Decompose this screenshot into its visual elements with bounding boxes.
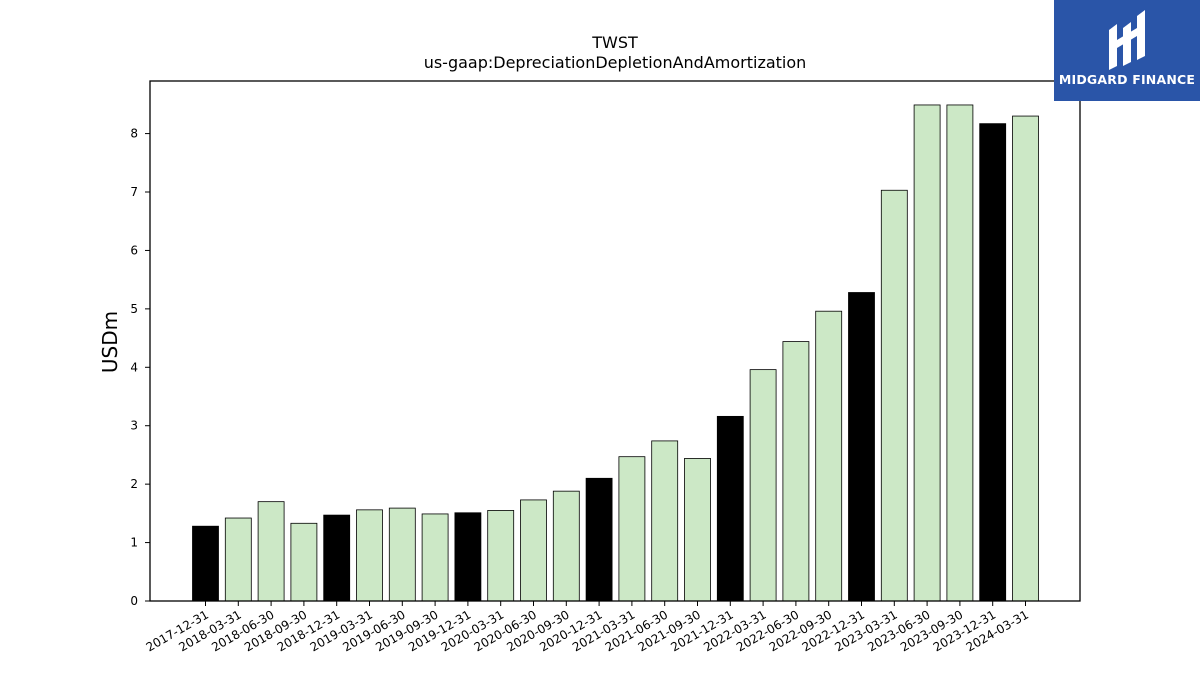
bar-2019-12-31 — [454, 512, 482, 602]
bar-2017-12-31 — [192, 525, 219, 602]
bar-2020-09-30 — [552, 490, 580, 602]
y-tick-label: 3 — [130, 419, 138, 433]
y-tick-label: 7 — [130, 185, 138, 199]
y-tick-label: 0 — [130, 594, 138, 608]
y-tick-label: 8 — [130, 127, 138, 141]
logo-text: MIDGARD FINANCE — [1058, 72, 1196, 87]
y-axis-label: USDm — [98, 311, 122, 373]
brand-logo: MIDGARD FINANCE — [1054, 0, 1200, 101]
bar-2020-12-31 — [585, 477, 613, 602]
bar-2018-03-31 — [224, 517, 252, 602]
bar-2022-03-31 — [749, 369, 777, 602]
plot-frame — [149, 80, 1081, 602]
bar-2023-12-31 — [979, 123, 1007, 602]
y-tick-label: 4 — [130, 360, 138, 374]
midgard-logo-icon — [1109, 10, 1145, 70]
chart-title: TWST — [591, 33, 638, 52]
bar-2021-09-30 — [684, 458, 711, 602]
chart-subtitle: us-gaap:DepreciationDepletionAndAmortiza… — [424, 53, 807, 72]
y-axis-ticks: 0 1 2 3 4 5 6 7 8 — [130, 127, 150, 608]
bar-2020-06-30 — [520, 499, 547, 602]
bar-2023-03-31 — [880, 189, 908, 602]
y-tick-label: 2 — [130, 477, 138, 491]
bars-group — [192, 104, 1039, 602]
bar-2019-09-30 — [421, 513, 449, 602]
bar-2019-06-30 — [388, 507, 416, 602]
y-tick-label: 1 — [130, 536, 138, 550]
bar-2022-06-30 — [782, 341, 810, 602]
bar-2023-09-30 — [946, 104, 974, 602]
bar-2018-12-31 — [323, 514, 351, 602]
bar-2021-06-30 — [651, 440, 679, 602]
bar-2021-03-31 — [618, 456, 646, 602]
bar-2018-06-30 — [257, 501, 285, 602]
bar-2020-03-31 — [487, 510, 515, 602]
y-tick-label: 5 — [130, 302, 138, 316]
bar-2023-06-30 — [913, 104, 941, 602]
bar-2021-12-31 — [716, 415, 744, 602]
bar-2019-03-31 — [356, 509, 383, 602]
bar-2022-12-31 — [848, 292, 875, 602]
x-axis-ticks: 2017-12-312018-03-312018-06-302018-09-30… — [144, 601, 1031, 654]
bar-2024-03-31 — [1012, 115, 1039, 602]
bar-2018-09-30 — [290, 522, 318, 602]
y-tick-label: 6 — [130, 243, 138, 257]
bar-2022-09-30 — [815, 310, 843, 602]
